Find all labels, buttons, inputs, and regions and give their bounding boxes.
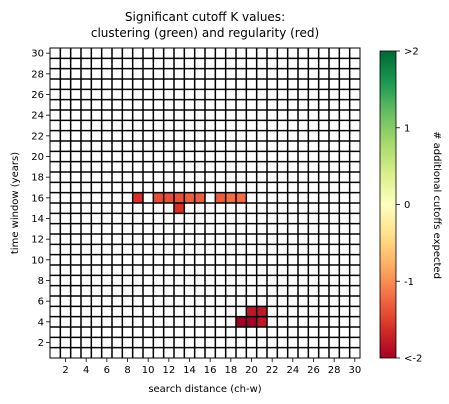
colorbar: >2 1 0 -1 <-2 # additional cutoffs expected	[379, 47, 442, 365]
y-tick-label: 20	[31, 152, 44, 163]
y-tick-label: 2	[38, 338, 44, 349]
y-tick-label: 16	[31, 193, 44, 204]
x-tick-label: 18	[224, 365, 237, 376]
colorbar-ticks: >2 1 0 -1 <-2	[396, 47, 422, 365]
heatmap-cell	[256, 306, 267, 317]
heatmap-cell	[174, 192, 185, 203]
y-axis-label: time window (years)	[10, 152, 21, 254]
x-tick-label: 4	[83, 365, 89, 376]
heatmap-cell	[236, 316, 247, 327]
x-tick-label: 12	[162, 365, 175, 376]
heatmap-plot-area	[49, 47, 361, 359]
colorbar-tick-label: <-2	[404, 354, 422, 365]
y-tick-label: 4	[38, 317, 44, 328]
x-tick-label: 26	[307, 365, 320, 376]
colorbar-tick-label: -1	[404, 277, 414, 288]
colorbar-tick-label: >2	[404, 47, 419, 58]
y-tick-label: 28	[31, 69, 44, 80]
y-tick-label: 8	[38, 276, 44, 287]
heatmap-cell	[132, 192, 143, 203]
y-tick-label: 24	[31, 111, 44, 122]
x-tick-label: 20	[245, 365, 258, 376]
x-axis-label: search distance (ch-w)	[148, 384, 261, 395]
chart-title-line-1: Significant cutoff K values:	[125, 10, 285, 24]
heatmap-cells	[132, 192, 267, 327]
y-tick-label: 6	[38, 297, 44, 308]
heatmap-cell	[215, 192, 226, 203]
heatmap-cell	[225, 192, 236, 203]
y-tick-label: 26	[31, 90, 44, 101]
colorbar-tick-label: 1	[404, 123, 410, 134]
y-tick-label: 18	[31, 173, 44, 184]
heatmap-cell	[236, 192, 247, 203]
x-tick-label: 22	[266, 365, 279, 376]
y-tick-label: 12	[31, 235, 44, 246]
heatmap-gridlines	[50, 48, 360, 358]
y-tick-label: 10	[31, 255, 44, 266]
heatmap-cell	[174, 203, 185, 214]
x-tick-label: 8	[124, 365, 130, 376]
colorbar-gradient	[380, 51, 396, 358]
heatmap-cell	[194, 192, 205, 203]
x-axis-ticks: 2 4 6 8 10 12 14 16 18 20 22 24 26 28 30	[62, 358, 361, 376]
heatmap-cell	[163, 192, 174, 203]
heatmap-cell	[246, 306, 257, 317]
heatmap-cell	[184, 192, 195, 203]
y-tick-label: 22	[31, 131, 44, 142]
colorbar-tick-label: 0	[404, 200, 410, 211]
y-tick-label: 14	[31, 214, 44, 225]
plot-frame	[49, 47, 361, 359]
heatmap-cell	[256, 316, 267, 327]
x-tick-label: 6	[104, 365, 110, 376]
x-tick-label: 10	[142, 365, 155, 376]
x-tick-label: 2	[62, 365, 68, 376]
chart-title-line-2: clustering (green) and regularity (red)	[91, 26, 319, 40]
heatmap-cell	[246, 316, 257, 327]
heatmap-cell	[153, 192, 164, 203]
x-tick-label: 30	[348, 365, 361, 376]
x-tick-label: 16	[204, 365, 217, 376]
colorbar-label: # additional cutoffs expected	[431, 131, 442, 279]
x-tick-label: 28	[328, 365, 341, 376]
x-tick-label: 14	[183, 365, 196, 376]
x-tick-label: 24	[286, 365, 299, 376]
y-tick-label: 30	[31, 49, 44, 60]
